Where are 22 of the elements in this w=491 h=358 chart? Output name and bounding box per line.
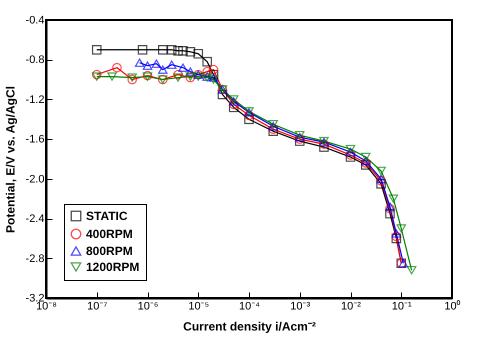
x-tick-label: 10⁻⁴ <box>239 300 260 312</box>
x-axis-title: Current density i/Acm⁻² <box>183 320 316 334</box>
y-tick-label: -2.4 <box>26 213 44 226</box>
legend-label: 1200RPM <box>86 260 140 274</box>
legend-label: 400RPM <box>86 227 133 241</box>
x-tick-label: 10⁻⁸ <box>36 300 57 312</box>
x-tick-label: 10⁻¹ <box>392 300 412 312</box>
y-tick-label: -1.2 <box>26 94 44 106</box>
y-tick-label: -2.0 <box>26 173 44 186</box>
x-tick-label: 10⁻³ <box>290 300 311 312</box>
x-tick-label: 10⁻² <box>341 300 362 312</box>
y-tick-label: -0.8 <box>26 54 44 66</box>
y-tick-label: -2.8 <box>26 252 44 265</box>
x-tick-label: 10⁻⁵ <box>188 300 210 312</box>
y-tick-label: -0.4 <box>26 14 44 26</box>
x-tick-label: 10⁰ <box>444 300 461 312</box>
legend-label: STATIC <box>86 209 128 223</box>
y-axis-title: Potential, E/V vs. Ag/AgCl <box>4 86 18 233</box>
y-tick-label: -1.6 <box>26 134 44 146</box>
x-tick-label: 10⁻⁶ <box>138 300 158 312</box>
legend-label: 800RPM <box>86 244 133 258</box>
x-tick-label: 10⁻⁷ <box>87 300 108 312</box>
